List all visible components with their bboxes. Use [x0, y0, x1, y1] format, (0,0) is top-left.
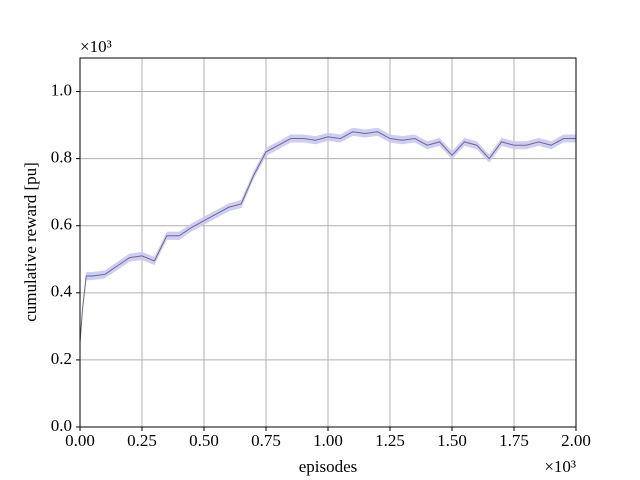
x-tick-label: 0.75 — [251, 431, 281, 450]
y-tick-label: 0.8 — [51, 148, 72, 167]
x-tick-label: 0.50 — [189, 431, 219, 450]
y-tick-label: 0.0 — [51, 416, 72, 435]
y-tick-label: 0.6 — [51, 215, 72, 234]
line — [79, 131, 576, 344]
confidence-band — [80, 127, 576, 348]
x-tick-label: 0.00 — [65, 431, 95, 450]
y-axis-label: cumulative reward [pu] — [21, 162, 40, 322]
y-tick-label: 0.4 — [51, 282, 73, 301]
plot-frame — [79, 57, 577, 428]
y-multiplier: ×10³ — [80, 37, 112, 56]
y-tick-label: 0.2 — [51, 349, 72, 368]
x-tick-label: 0.25 — [127, 431, 157, 450]
y-tick-label: 1.0 — [51, 80, 72, 99]
x-multiplier: ×10³ — [544, 457, 576, 476]
x-tick-label: 1.75 — [499, 431, 529, 450]
x-tick-label: 2.00 — [561, 431, 591, 450]
x-tick-label: 1.25 — [375, 431, 405, 450]
x-axis-label: episodes — [299, 457, 358, 476]
x-tick-label: 1.00 — [313, 431, 343, 450]
x-tick-label: 1.50 — [437, 431, 467, 450]
